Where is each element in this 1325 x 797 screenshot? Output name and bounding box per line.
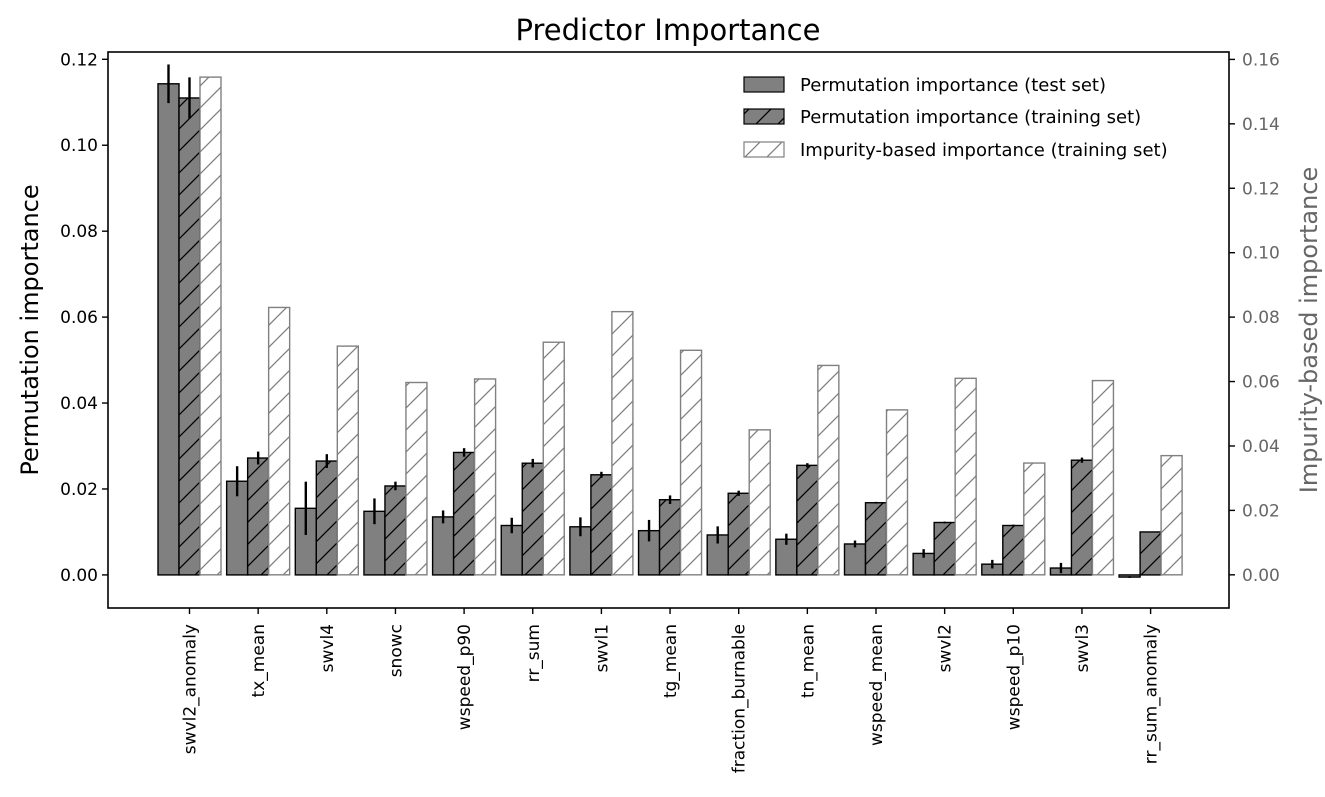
y-tick-label: 0.12 [60,50,98,70]
y-right-tick-label: 0.00 [1242,566,1280,586]
x-tick-label-swvl2-anomaly: swvl2_anomaly [181,624,201,754]
bar-training-rr-sum-anomaly [1139,531,1162,576]
bar-impurity-rr-sum [542,341,565,576]
bar-impurity-snowc [405,381,428,576]
bar-training-rr-sum [521,462,544,576]
y-right-tick-label: 0.02 [1242,501,1280,521]
right-axis: 0.00 0.02 0.04 0.06 0.08 0.10 0.12 0.14 0.16 [1229,50,1280,586]
plot-frame [107,51,1230,609]
y-axis-title: Permutation importance [16,184,44,475]
bar-training-wspeed-mean [864,502,888,576]
bar-test-wspeed-p90 [431,516,455,576]
chart-title: Predictor Importance [516,13,821,47]
errorbars-layer [167,64,1152,578]
bar-test-swvl2-anomaly [157,83,180,576]
x-tick-label-snowc: snowc [386,624,406,677]
bar-training-swvl3 [1070,459,1094,576]
y-right-tick-label: 0.12 [1242,179,1280,199]
y-tick-label: 0.10 [60,136,98,156]
bar-impurity-swvl2 [954,377,977,576]
legend-swatch-test [743,76,785,93]
bar-impurity-fraction-burnable [748,429,771,576]
y-right-tick-label: 0.14 [1242,115,1280,135]
bar-test-wspeed-mean [843,543,867,576]
y-tick-label: 0.00 [60,566,98,586]
bar-training-tg-mean [658,499,682,576]
legend: Permutation importance (test set) Permut… [743,75,1168,161]
x-tick-label-swvl1: swvl1 [592,624,612,672]
bar-training-fraction-burnable [727,492,750,576]
x-tick-label-fraction-burnable: fraction_burnable [730,624,750,773]
y-right-tick-label: 0.16 [1242,50,1280,70]
bar-impurity-wspeed-mean [885,409,909,576]
y-tick-label: 0.08 [60,222,98,242]
bar-impurity-rr-sum-anomaly [1160,454,1183,576]
y-tick-label: 0.06 [60,308,98,328]
y-right-tick-label: 0.06 [1242,373,1280,393]
legend-swatch-training [743,108,785,125]
y-right-tick-label: 0.04 [1242,437,1280,457]
x-tick-label-rr-sum: rr_sum [524,624,544,682]
legend-swatch-impurity [743,141,785,158]
legend-label-training: Permutation importance (training set) [800,107,1141,128]
legend-label-impurity: Impurity-based importance (training set) [800,140,1168,161]
x-tick-label-swvl3: swvl3 [1073,624,1093,672]
bar-training-swvl4 [315,460,338,576]
y-axis-right-title: Impurity-based importance [1295,167,1323,493]
bar-impurity-swvl3 [1091,379,1115,576]
y-tick-label: 0.02 [60,480,98,500]
x-tick-label-wspeed-mean: wspeed_mean [867,624,887,746]
x-tick-label-tg-mean: tg_mean [661,624,681,698]
x-tick-label-rr-sum-anomaly: rr_sum_anomaly [1142,624,1162,764]
left-axis: 0.00 0.02 0.04 0.06 0.08 0.10 0.12 [60,50,108,586]
legend-label-test: Permutation importance (test set) [800,75,1106,96]
y-right-tick-label: 0.10 [1242,244,1280,264]
y-tick-label: 0.04 [60,394,98,414]
bar-impurity-swvl4 [336,345,359,576]
x-tick-label-tx-mean: tx_mean [249,624,269,697]
x-tick-label-wspeed-p10: wspeed_p10 [1004,624,1024,730]
bar-training-swvl1 [590,474,613,576]
bar-training-tn-mean [796,464,819,576]
bar-impurity-wspeed-p10 [1023,462,1046,576]
x-tick-label-swvl2: swvl2 [936,624,956,672]
bar-impurity-tx-mean [267,306,291,576]
x-axis: swvl2_anomaly tx_mean swvl4 snowc wspeed_p90… [181,608,1162,773]
bar-impurity-swvl1 [611,310,634,576]
bar-training-wspeed-p90 [452,451,476,576]
bar-impurity-wspeed-p90 [473,378,497,576]
x-tick-label-tn-mean: tn_mean [798,624,818,698]
bar-impurity-swvl2-anomaly [199,76,222,576]
bar-training-snowc [384,485,407,576]
bar-impurity-tg-mean [679,349,703,576]
bar-impurity-tn-mean [817,364,840,576]
x-tick-label-swvl4: swvl4 [318,624,338,672]
bar-training-wspeed-p10 [1002,524,1025,576]
y-right-tick-label: 0.08 [1242,308,1280,328]
x-tick-label-wspeed-p90: wspeed_p90 [455,624,475,730]
bar-training-tx-mean [246,457,270,576]
bars-layer [157,76,1183,578]
bar-training-swvl2-anomaly [178,97,201,576]
bar-training-swvl2 [933,521,956,576]
